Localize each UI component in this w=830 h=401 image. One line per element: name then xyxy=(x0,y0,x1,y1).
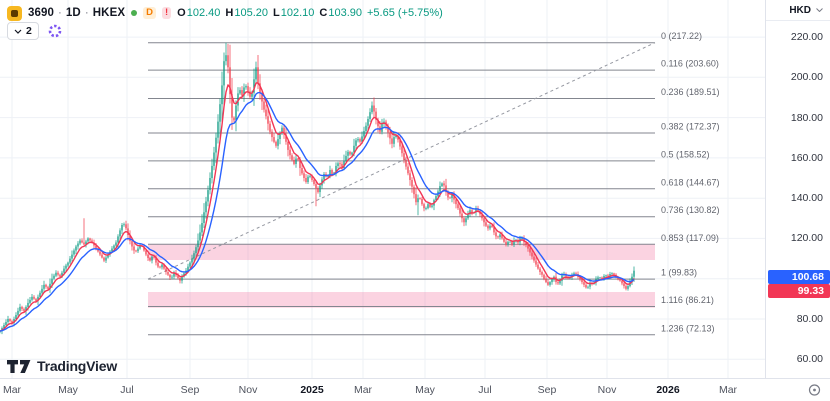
price-tick-label: 80.00 xyxy=(796,313,823,325)
price-axis[interactable]: HKD 220.00 200.00 180.00 160.00 140.00 120.00… xyxy=(765,0,830,378)
time-tick-label: 2025 xyxy=(300,384,324,396)
symbol-legend[interactable]: 3690 · 1D · HKEX D ! O102.40 H105.20 L10… xyxy=(7,5,443,21)
time-tick-label: Nov xyxy=(597,384,617,396)
chevron-down-icon xyxy=(14,29,22,34)
fib-label: 0 (217.22) xyxy=(661,31,702,41)
open-value: 102.40 xyxy=(186,7,221,19)
fib-label: 1.236 (72.13) xyxy=(661,323,715,333)
time-tick-label: May xyxy=(58,384,78,396)
high-value: 105.20 xyxy=(234,7,268,19)
low-value: 102.10 xyxy=(280,7,315,19)
tradingview-mark-icon xyxy=(7,359,31,373)
price-tick-label: 200.00 xyxy=(790,71,823,84)
upper-pink-zone[interactable] xyxy=(148,244,655,260)
time-tick-label: Jul xyxy=(120,384,134,396)
timezone-settings-icon[interactable] xyxy=(808,384,821,397)
delayed-data-badge[interactable]: D xyxy=(143,7,156,19)
ma-fast-line[interactable] xyxy=(0,82,635,332)
fib-label: 0.382 (172.37) xyxy=(661,122,720,132)
exchange-label: HKEX xyxy=(92,7,126,19)
chevron-down-icon xyxy=(816,8,823,12)
fib-label: 0.736 (130.82) xyxy=(661,205,720,215)
time-axis[interactable]: Mar May Jul Sep Nov 2025 Mar May Jul Sep Nov 2026 Ma… xyxy=(0,378,830,401)
time-tick-label: 2026 xyxy=(656,384,680,396)
interval-label: 1D xyxy=(65,7,81,19)
symbol-logo-icon xyxy=(7,5,22,21)
time-tick-label: Sep xyxy=(537,384,557,396)
fib-label: 0.116 (203.60) xyxy=(661,59,719,69)
fib-label: 0.853 (117.09) xyxy=(661,233,719,243)
price-tick-label: 60.00 xyxy=(796,353,823,366)
time-tick-label: Jul xyxy=(478,384,492,396)
candlestick-chart: 0 (217.22) 0.116 (203.60) 0.236 (189.51) 0.… xyxy=(0,0,765,378)
chart-canvas[interactable]: 0 (217.22) 0.116 (203.60) 0.236 (189.51) 0.… xyxy=(0,0,765,378)
indicator-count: 2 xyxy=(26,25,32,37)
fib-retracement[interactable]: 0 (217.22) 0.116 (203.60) 0.236 (189.51) 0.… xyxy=(147,31,720,336)
time-tick-label: Mar xyxy=(2,384,22,396)
time-tick-label: Mar xyxy=(353,384,373,396)
price-axis-currency[interactable]: HKD xyxy=(766,0,830,21)
price-tick-label: 160.00 xyxy=(790,151,823,164)
lower-pink-zone[interactable] xyxy=(148,292,655,308)
alert-badge[interactable]: ! xyxy=(162,7,172,19)
fib-label: 0.618 (144.67) xyxy=(661,177,720,187)
fib-label: 0.236 (189.51) xyxy=(661,87,720,97)
change-value: +5.65 (+5.75%) xyxy=(367,7,443,19)
market-status-dot[interactable] xyxy=(131,10,138,16)
loading-spinner-icon xyxy=(48,24,62,38)
price-tick-label: 140.00 xyxy=(790,192,823,205)
currency-label: HKD xyxy=(789,4,811,16)
symbol-title[interactable]: 3690 · 1D · HKEX xyxy=(28,7,125,19)
price-badge-ma-slow: 100.68 xyxy=(768,270,830,285)
fib-label: 0.5 (158.52) xyxy=(661,149,710,159)
time-tick-label: Sep xyxy=(180,384,200,396)
time-tick-label: May xyxy=(415,384,435,396)
ma-slow-line[interactable] xyxy=(0,91,635,332)
time-tick-label: Nov xyxy=(238,384,258,396)
tradingview-logo[interactable]: TradingView xyxy=(7,358,117,374)
symbol-name: 3690 xyxy=(28,7,54,19)
close-value: 103.90 xyxy=(328,7,362,19)
price-badge-ma-fast: 99.33 xyxy=(768,284,830,299)
price-tick-label: 120.00 xyxy=(790,232,823,245)
time-tick-label: Mar xyxy=(718,384,738,396)
separator-dot: · xyxy=(84,7,89,19)
price-tick-label: 180.00 xyxy=(790,111,823,124)
fib-label: 1 (99.83) xyxy=(661,268,697,278)
indicators-collapse-button[interactable]: 2 xyxy=(7,22,39,40)
price-tick-label: 220.00 xyxy=(790,31,823,44)
fib-label: 1.116 (86.21) xyxy=(661,295,714,305)
separator-dot: · xyxy=(57,7,62,19)
ohlc-values: O102.40 H105.20 L102.10 C103.90 +5.65 (+… xyxy=(177,7,443,19)
tradingview-brand-text: TradingView xyxy=(37,358,118,374)
